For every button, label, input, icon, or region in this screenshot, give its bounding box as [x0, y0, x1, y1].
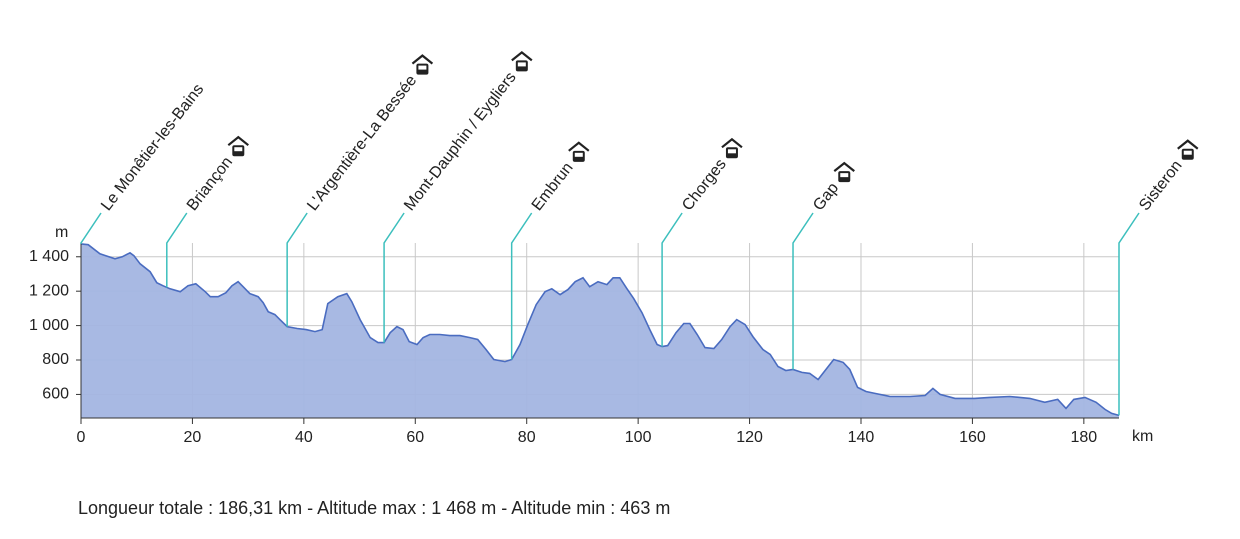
waypoint-marker [661, 212, 683, 347]
waypoint-label-group: Sisteron [1136, 139, 1199, 214]
x-tick-label: 20 [184, 429, 202, 446]
waypoint-label-group: Briançon [184, 135, 249, 214]
y-tick-label: 600 [42, 386, 69, 403]
y-tick-label: 800 [42, 351, 69, 368]
x-tick-label: 120 [736, 429, 763, 446]
waypoint-label: Briançon [184, 154, 236, 214]
station-window [727, 149, 736, 154]
waypoint-marker [1118, 212, 1140, 416]
y-tick-label: 1 200 [29, 282, 69, 299]
x-tick-label: 60 [406, 429, 424, 446]
station-icon [721, 137, 743, 159]
station-window [418, 65, 427, 70]
station-roof [511, 51, 533, 62]
waypoint-label: L'Argentière-La Bessée [304, 72, 420, 214]
waypoint-marker [383, 212, 405, 343]
x-tick-label: 180 [1070, 429, 1097, 446]
station-icon [411, 54, 434, 75]
station-icon [1177, 139, 1199, 160]
waypoint-label: Sisteron [1136, 157, 1186, 214]
y-axis-label: m [55, 224, 68, 241]
x-tick-label: 80 [518, 429, 536, 446]
station-window [517, 62, 526, 67]
waypoint-label: Chorges [679, 156, 730, 214]
station-roof [1177, 139, 1199, 150]
x-tick-label: 40 [295, 429, 313, 446]
station-icon [511, 51, 533, 72]
station-window [234, 147, 243, 152]
waypoint-label-group: Embrun [529, 141, 590, 214]
waypoint-label: Embrun [529, 159, 577, 214]
elevation-line [80, 243, 1120, 417]
x-tick-label: 140 [848, 429, 875, 446]
station-icon [833, 161, 855, 183]
x-tick-label: 160 [959, 429, 986, 446]
station-roof [568, 141, 590, 152]
waypoint-marker [80, 212, 102, 244]
station-window [1183, 150, 1192, 155]
waypoint-label-group: Chorges [679, 137, 743, 214]
waypoint-marker [286, 212, 308, 327]
x-tick-label: 100 [625, 429, 652, 446]
station-window [574, 152, 583, 157]
elevation-area [81, 243, 1119, 418]
y-tick-label: 1 000 [29, 317, 69, 334]
waypoint-marker [792, 212, 814, 370]
station-window [840, 173, 849, 178]
station-roof [227, 135, 249, 147]
y-tick-label: 1 400 [29, 248, 69, 265]
station-roof [411, 54, 434, 65]
station-icon [568, 141, 590, 162]
station-roof [833, 161, 855, 172]
summary: Longueur totale : 186,31 km - Altitude m… [78, 498, 670, 518]
x-tick-label: 0 [77, 429, 86, 446]
waypoint-label: Gap [810, 180, 842, 214]
waypoint-marker [166, 212, 188, 288]
x-axis-label: km [1132, 428, 1153, 445]
waypoint-label-group: Gap [810, 161, 855, 214]
station-roof [721, 137, 743, 149]
waypoint-marker [510, 212, 533, 360]
station-icon [227, 135, 249, 157]
waypoint-label: Mont-Dauphin / Eygliers [401, 69, 520, 214]
